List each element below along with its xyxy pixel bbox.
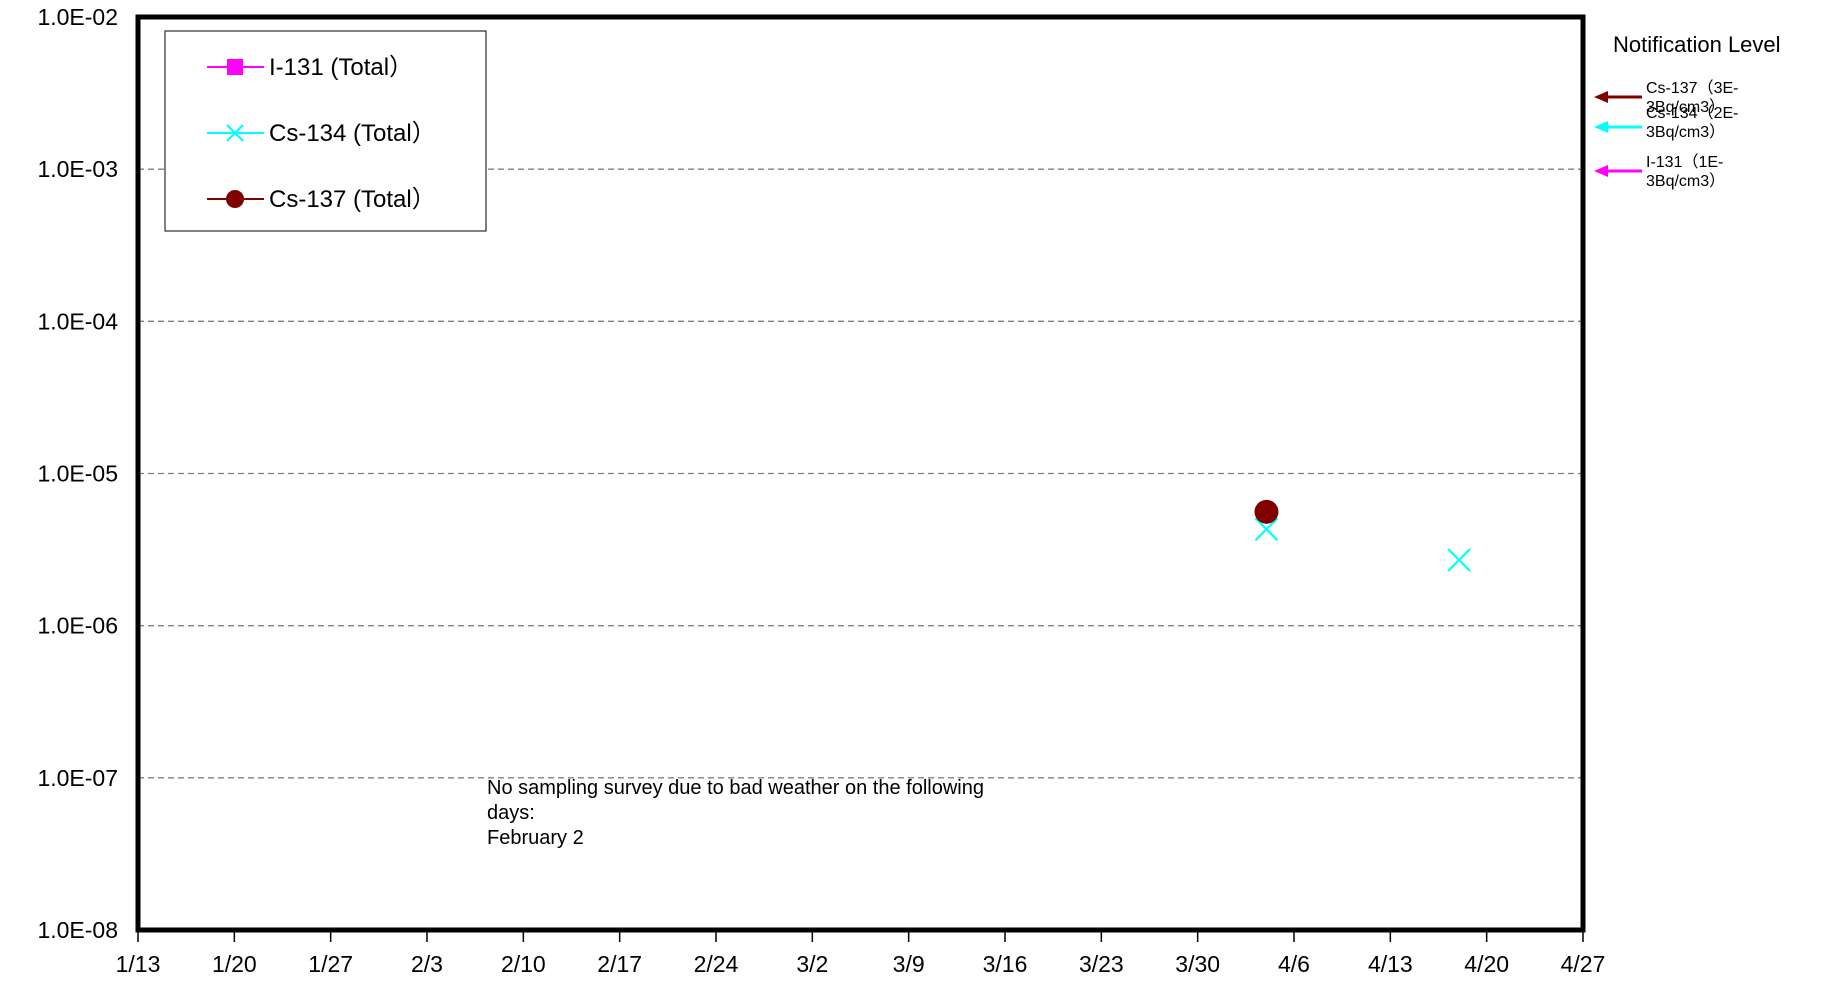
legend-label: Cs-137 (Total） (269, 186, 436, 213)
notification-level-label: Cs-134（2E- (1646, 104, 1738, 122)
legend-marker (226, 124, 244, 142)
notification-arrowhead (1594, 165, 1608, 177)
x-tick-label: 3/2 (796, 951, 828, 977)
legend-box (164, 30, 487, 232)
annotation-line: days: (487, 802, 535, 824)
x-tick-label: 1/27 (308, 951, 353, 977)
notification-level-label: 3Bq/cm3） (1646, 98, 1725, 116)
x-tick-label: 3/9 (893, 951, 925, 977)
y-tick-label: 1.0E-08 (37, 917, 118, 943)
x-tick-label: 1/20 (212, 951, 257, 977)
x-tick-label: 4/27 (1561, 951, 1606, 977)
x-tick-label: 2/10 (501, 951, 546, 977)
y-tick-label: 1.0E-02 (37, 4, 118, 30)
legend-marker (227, 59, 243, 75)
x-tick-label: 2/24 (694, 951, 739, 977)
legend-label: I-131 (Total） (269, 54, 413, 81)
x-tick-label: 1/13 (116, 951, 161, 977)
x-tick-label: 4/6 (1278, 951, 1310, 977)
x-tick-label: 3/23 (1079, 951, 1124, 977)
x-marker-stroke (1447, 548, 1471, 572)
notification-level-label: 3Bq/cm3） (1646, 123, 1725, 141)
legend: I-131 (Total） Cs-134 (Total） Cs-137 (Total… (164, 30, 487, 232)
data-point (1254, 499, 1279, 524)
x-marker-stroke (1254, 517, 1279, 542)
y-axis-ticks: 1.0E-02 1.0E-03 1.0E-04 1.0E-05 1.0E-06 1.0E-… (37, 4, 118, 943)
x-tick-label: 4/13 (1368, 951, 1413, 977)
x-tick-label: 2/17 (597, 951, 642, 977)
annotation-line: No sampling survey due to bad weather on… (487, 777, 984, 799)
notification-title: Notification Level (1613, 32, 1781, 57)
notification-arrowhead (1594, 121, 1608, 133)
y-tick-label: 1.0E-04 (37, 308, 118, 334)
y-tick-label: 1.0E-07 (37, 765, 118, 791)
notification-level-panel: Notification LevelCs-137（3E-3Bq/cm3）Cs-1… (1594, 32, 1781, 190)
x-tick-label: 4/20 (1464, 951, 1509, 977)
data-points (1254, 499, 1471, 572)
legend-label: Cs-134 (Total） (269, 120, 436, 147)
x-tick-label: 3/16 (983, 951, 1028, 977)
x-axis-ticks: 1/13 1/20 1/27 2/3 2/10 2/17 2/24 3/2 3/9 3/16 3/2… (116, 930, 1606, 977)
plot-area-frame (135, 14, 1586, 933)
data-point (1447, 548, 1471, 572)
annotation-note: No sampling survey due to bad weather on… (487, 777, 984, 849)
notification-arrowhead (1594, 91, 1608, 103)
data-point (1254, 517, 1279, 542)
y-tick-label: 1.0E-05 (37, 461, 118, 487)
x-tick-label: 2/3 (411, 951, 443, 977)
legend-marker (226, 190, 244, 208)
notification-level-label: Cs-137（3E- (1646, 79, 1738, 97)
notification-level-label: 3Bq/cm3） (1646, 172, 1725, 190)
y-tick-label: 1.0E-03 (37, 156, 118, 182)
notification-level-label: I-131（1E- (1646, 153, 1723, 171)
x-tick-label: 3/30 (1175, 951, 1220, 977)
y-tick-label: 1.0E-06 (37, 613, 118, 639)
x-marker-stroke (226, 124, 244, 142)
annotation-line: February 2 (487, 827, 584, 849)
